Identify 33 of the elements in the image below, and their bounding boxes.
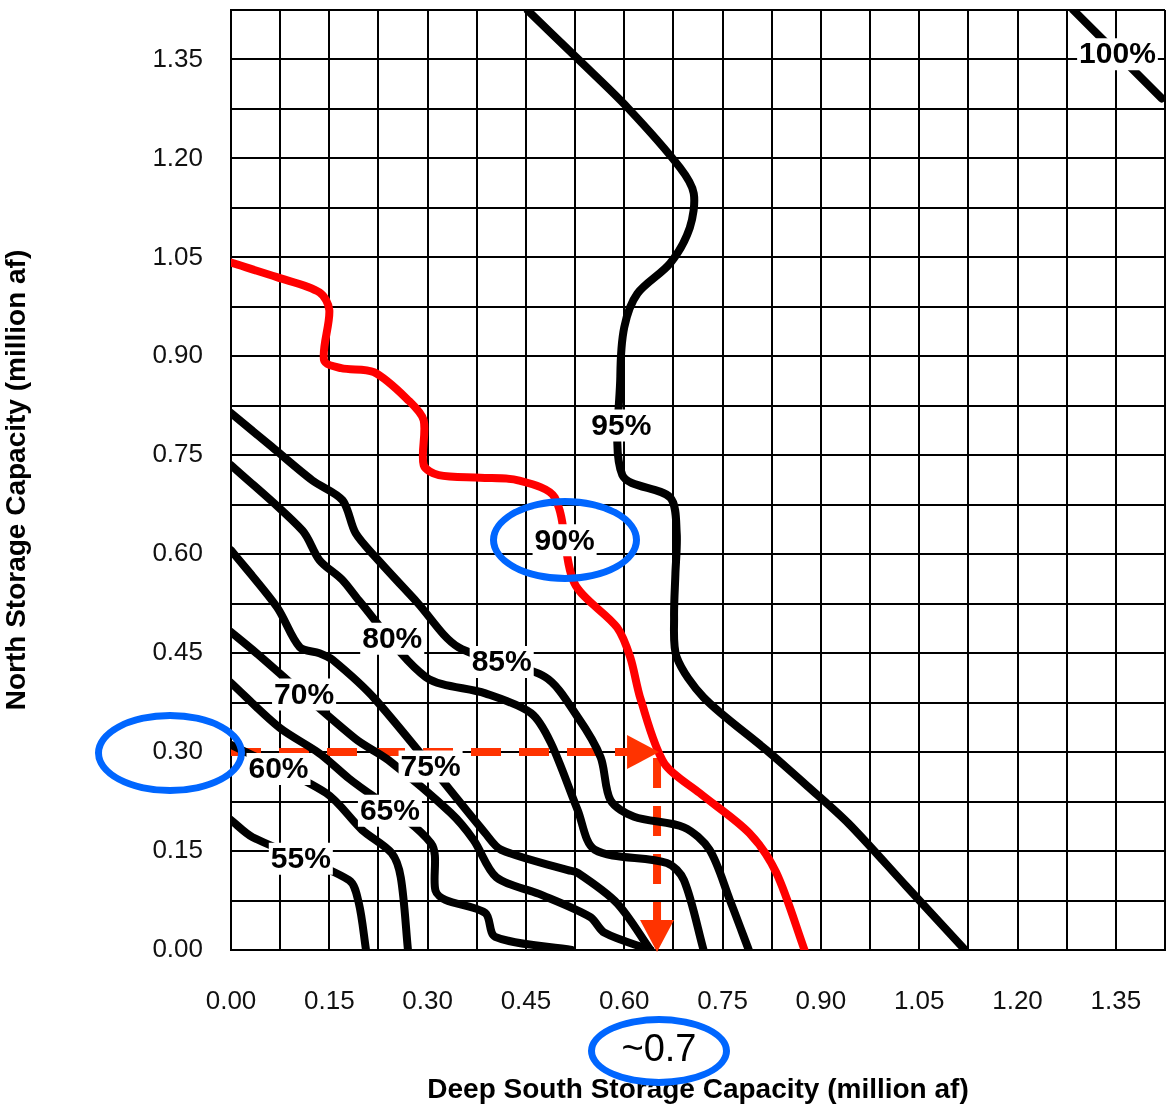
y-tick-label: 0.75 <box>152 438 203 469</box>
y-tick-label: 0.45 <box>152 636 203 667</box>
y-tick-label: 1.20 <box>152 141 203 172</box>
y-tick-label: 1.05 <box>152 240 203 271</box>
y-tick-label: 0.30 <box>152 735 203 766</box>
series-label: 65% <box>359 793 420 827</box>
y-tick-label: 0.60 <box>152 537 203 568</box>
x-tick-label: 0.75 <box>697 984 748 1015</box>
x-tick-label: 0.15 <box>304 984 355 1015</box>
series-label: 60% <box>248 751 309 785</box>
series-label: 55% <box>270 840 331 874</box>
x-tick-label: 1.35 <box>1090 984 1142 1015</box>
x-tick-label: 1.05 <box>893 984 945 1015</box>
series-label: 95% <box>591 407 652 441</box>
text: ~0.7 <box>621 1027 697 1070</box>
y-tick-label: 0.00 <box>152 933 203 964</box>
x-tick-label: 0.45 <box>500 984 552 1015</box>
series-label: 90% <box>534 522 595 556</box>
y-axis-title: North Storage Capacity (million af) <box>0 249 31 711</box>
series-label: 75% <box>400 748 461 782</box>
y-tick-label: 0.90 <box>152 339 203 370</box>
series-label: 70% <box>274 676 335 710</box>
y-tick-label: 0.15 <box>152 834 203 865</box>
x-tick-label: 0.30 <box>402 984 453 1015</box>
y-tick-label: 1.35 <box>152 42 203 73</box>
series-label: 80% <box>362 620 423 654</box>
series-label: 100% <box>1079 36 1156 70</box>
x-tick-label: 0.60 <box>598 984 650 1015</box>
x-tick-label: 0.90 <box>795 984 847 1015</box>
x-tick-label: 1.20 <box>992 984 1043 1015</box>
series-label: 85% <box>471 644 532 678</box>
x-tick-label: 0.00 <box>205 984 257 1015</box>
x-axis-title: Deep South Storage Capacity (million af) <box>427 1072 969 1104</box>
